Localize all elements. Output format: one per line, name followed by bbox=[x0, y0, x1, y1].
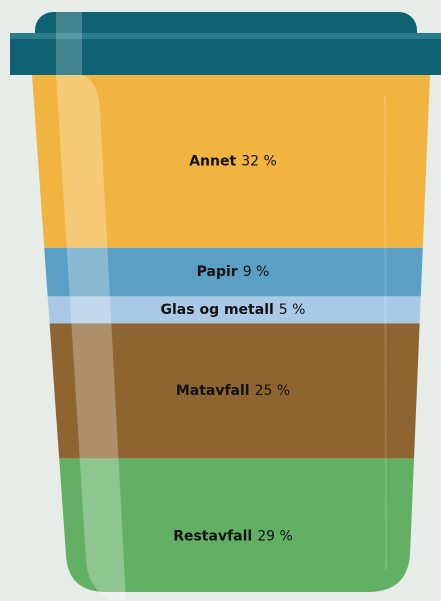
value-label: 29 % bbox=[257, 529, 293, 545]
segment-label: Papir 9 % bbox=[197, 264, 270, 280]
category-name: Restavfall bbox=[173, 529, 252, 545]
category-name: Annet bbox=[189, 153, 236, 169]
segment-label: Matavfall 25 % bbox=[176, 383, 290, 399]
category-name: Glas og metall bbox=[161, 302, 274, 318]
highlight bbox=[385, 95, 386, 570]
value-label: 32 % bbox=[241, 153, 277, 169]
page: Annet 32 % Papir 9 % Glas og metall 5 % Matavf… bbox=[0, 0, 441, 601]
lid-highlight bbox=[56, 12, 82, 75]
category-name: Papir bbox=[197, 264, 238, 280]
segment-label: Glas og metall 5 % bbox=[161, 302, 306, 318]
value-label: 5 % bbox=[279, 302, 306, 318]
value-label: 25 % bbox=[255, 383, 291, 399]
category-name: Matavfall bbox=[176, 383, 250, 399]
segment-label: Annet 32 % bbox=[189, 153, 277, 169]
value-label: 9 % bbox=[243, 264, 270, 280]
chart: Annet 32 % Papir 9 % Glas og metall 5 % Matavf… bbox=[0, 0, 441, 601]
segment-label: Restavfall 29 % bbox=[173, 529, 293, 545]
